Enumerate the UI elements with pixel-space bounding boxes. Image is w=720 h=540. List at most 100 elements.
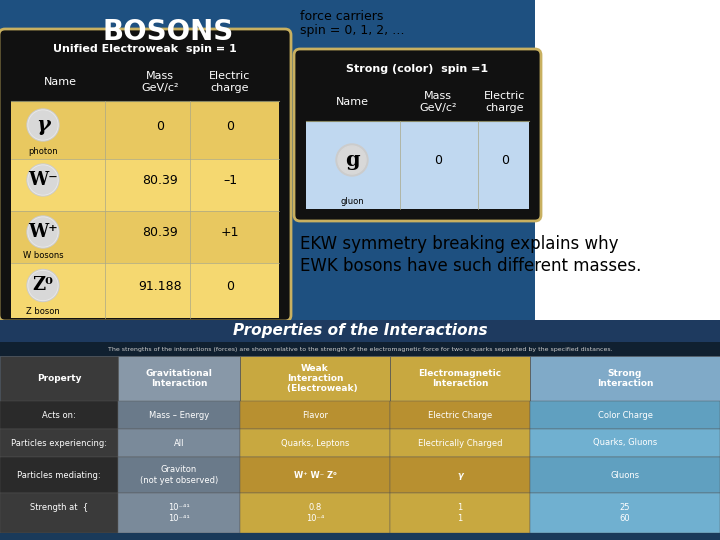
Text: γ: γ	[457, 470, 463, 480]
Text: BOSONS: BOSONS	[102, 18, 233, 46]
Text: Electric
charge: Electric charge	[210, 71, 251, 93]
Text: W⁺: W⁺	[28, 223, 58, 241]
Bar	[530, 429, 720, 457]
Text: Flavor: Flavor	[302, 410, 328, 420]
FancyBboxPatch shape	[294, 49, 541, 221]
Bar	[0, 342, 720, 356]
Text: W⁻: W⁻	[28, 171, 58, 189]
FancyBboxPatch shape	[0, 29, 291, 321]
Circle shape	[27, 164, 59, 196]
Text: Name: Name	[43, 77, 76, 87]
Bar	[11, 211, 279, 263]
Circle shape	[29, 218, 57, 246]
Text: photon: photon	[28, 147, 58, 157]
Circle shape	[29, 272, 57, 300]
Text: Properties of the Interactions: Properties of the Interactions	[233, 323, 487, 339]
Text: EWK bosons have such different masses.: EWK bosons have such different masses.	[300, 257, 642, 275]
Text: –1: –1	[223, 174, 237, 187]
Text: g: g	[345, 150, 359, 170]
Bar	[240, 356, 390, 401]
Circle shape	[28, 165, 58, 195]
Text: Property: Property	[37, 374, 81, 383]
Text: Electromagnetic
Interaction: Electromagnetic Interaction	[418, 369, 502, 388]
Text: All: All	[174, 438, 184, 448]
Text: 80.39: 80.39	[142, 226, 178, 240]
Text: Particles experiencing:: Particles experiencing:	[11, 438, 107, 448]
Bar	[0, 533, 720, 540]
Text: γ: γ	[36, 115, 50, 135]
Text: Quarks, Leptons: Quarks, Leptons	[281, 438, 349, 448]
Text: 1
1: 1 1	[457, 503, 463, 523]
Text: 0: 0	[156, 119, 164, 132]
Text: Strong (color)  spin =1: Strong (color) spin =1	[346, 64, 489, 74]
Bar	[530, 457, 720, 493]
Text: 91.188: 91.188	[138, 280, 182, 293]
Bar	[390, 429, 530, 457]
Bar	[390, 457, 530, 493]
Circle shape	[28, 217, 58, 247]
Bar	[530, 356, 720, 401]
Text: Electric
charge: Electric charge	[485, 91, 526, 113]
Circle shape	[28, 271, 58, 300]
Text: 80.39: 80.39	[142, 174, 178, 187]
Circle shape	[27, 109, 59, 141]
Bar	[0, 429, 118, 457]
Bar	[118, 401, 240, 429]
Text: Name: Name	[336, 97, 369, 107]
Bar	[240, 457, 390, 493]
Text: 0: 0	[226, 280, 234, 293]
Text: Weak
Interaction
        (Electroweak): Weak Interaction (Electroweak)	[273, 363, 357, 394]
Text: Gravitational
Interaction: Gravitational Interaction	[145, 369, 212, 388]
Text: The strengths of the interactions (forces) are shown relative to the strength of: The strengths of the interactions (force…	[108, 347, 612, 352]
Bar	[11, 159, 279, 211]
Bar	[390, 401, 530, 429]
Bar	[118, 429, 240, 457]
Text: 0: 0	[226, 119, 234, 132]
Bar	[0, 493, 118, 533]
Text: Particles mediating:: Particles mediating:	[17, 470, 101, 480]
Text: 0.8
10⁻⁴: 0.8 10⁻⁴	[306, 503, 324, 523]
Bar	[118, 493, 240, 533]
Text: gluon: gluon	[340, 197, 364, 206]
Bar	[0, 356, 118, 401]
Text: 25
60: 25 60	[620, 503, 630, 523]
Circle shape	[29, 111, 57, 139]
Bar	[530, 493, 720, 533]
Bar	[0, 401, 118, 429]
Bar	[0, 457, 118, 493]
Bar	[306, 121, 529, 209]
Bar	[11, 101, 279, 159]
Text: Quarks, Gluons: Quarks, Gluons	[593, 438, 657, 448]
Text: Z boson: Z boson	[26, 307, 60, 315]
Text: W bosons: W bosons	[23, 252, 63, 260]
Bar	[530, 401, 720, 429]
Bar	[240, 429, 390, 457]
Circle shape	[27, 269, 59, 301]
Text: Mass
GeV/c²: Mass GeV/c²	[419, 91, 456, 113]
Bar	[11, 263, 279, 318]
Circle shape	[338, 146, 366, 174]
Bar	[535, 0, 720, 345]
Bar	[390, 493, 530, 533]
Text: force carriers: force carriers	[300, 10, 383, 23]
Text: Gluons: Gluons	[611, 470, 639, 480]
Bar	[240, 401, 390, 429]
Text: W⁺ W⁻ Z⁰: W⁺ W⁻ Z⁰	[294, 470, 336, 480]
Text: Electrically Charged: Electrically Charged	[418, 438, 503, 448]
Text: 10⁻⁴¹
10⁻⁴¹: 10⁻⁴¹ 10⁻⁴¹	[168, 503, 190, 523]
Bar	[240, 493, 390, 533]
Text: 0: 0	[501, 154, 509, 167]
Bar	[118, 457, 240, 493]
Text: Color Charge: Color Charge	[598, 410, 652, 420]
Text: 0: 0	[434, 154, 442, 167]
Bar	[11, 63, 279, 101]
Circle shape	[28, 110, 58, 140]
Circle shape	[29, 166, 57, 194]
Bar	[306, 83, 529, 121]
Text: Electric Charge: Electric Charge	[428, 410, 492, 420]
Bar	[118, 356, 240, 401]
Text: Strong
Interaction: Strong Interaction	[597, 369, 653, 388]
Text: Strength at  {: Strength at {	[30, 503, 88, 523]
Text: Acts on:: Acts on:	[42, 410, 76, 420]
Text: Z⁰: Z⁰	[32, 276, 53, 294]
